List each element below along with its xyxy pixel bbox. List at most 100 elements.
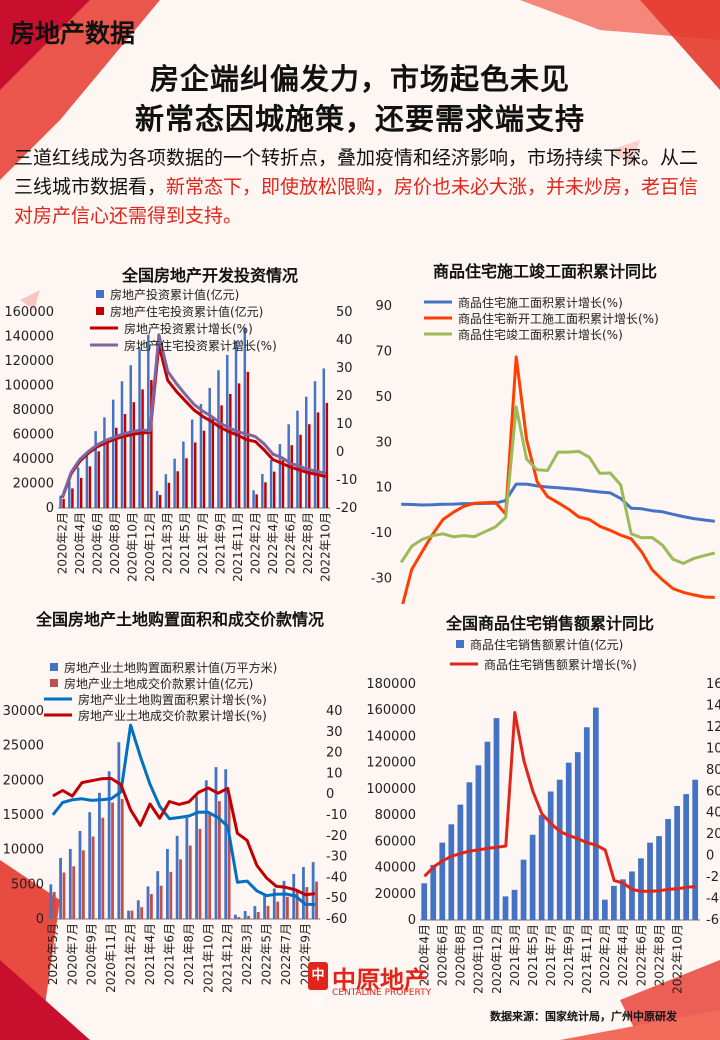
bar [198, 828, 202, 919]
y-tick-label: -30 [371, 572, 392, 587]
bar [296, 410, 299, 508]
bar [430, 864, 437, 920]
bar [529, 834, 536, 920]
bar [313, 381, 317, 508]
series-line [423, 711, 696, 893]
y2-tick-label: 10 [336, 417, 353, 432]
y2-tick-label: -20 [706, 870, 720, 885]
bar [129, 365, 132, 508]
x-tick-label: 2020年6月 [436, 924, 450, 986]
legend-label: 商品住宅竣工面积累计增长(%) [458, 327, 623, 342]
bar [308, 424, 311, 508]
bar [127, 910, 130, 919]
y-tick-label: 100000 [366, 782, 416, 797]
bar [295, 891, 299, 919]
y2-tick-label: -10 [336, 473, 357, 488]
x-tick-label: 2020年10月 [472, 924, 486, 994]
y-tick-label: 30 [375, 435, 392, 450]
bar [204, 780, 208, 919]
bar [247, 915, 250, 919]
x-tick-label: 2020年6月 [90, 512, 104, 574]
y-tick-label: 160000 [4, 305, 54, 320]
y-tick-label: 15000 [3, 808, 44, 823]
x-tick-label: 2021年7月 [544, 924, 558, 986]
bar [120, 381, 124, 508]
bar [79, 477, 83, 508]
bar [315, 881, 318, 919]
data-source: 数据来源：国家统计局，广州中原研发 [490, 1010, 677, 1023]
bar [111, 399, 115, 508]
bar [166, 848, 169, 919]
bar [638, 858, 644, 920]
x-tick-label: 2021年4月 [143, 923, 157, 985]
bar [155, 490, 159, 508]
bar [88, 466, 92, 508]
bar [502, 896, 509, 920]
y2-tick-label: 120 [706, 720, 720, 735]
bar [117, 742, 121, 919]
headline-line-1: 房企端纠偏发力，市场起色未见 [149, 62, 570, 96]
y2-tick-label: -50 [326, 891, 347, 906]
bar [421, 883, 428, 920]
series-line [401, 482, 715, 523]
bar [52, 891, 56, 919]
legend-label: 房地产投资累计值(亿元) [110, 287, 239, 302]
y2-tick-label: 60 [706, 784, 720, 799]
bar [147, 334, 150, 508]
bar [71, 488, 74, 508]
bar [218, 801, 221, 919]
bar [85, 451, 89, 508]
x-tick-label: 2021年5月 [178, 512, 192, 574]
legend-swatch [50, 663, 58, 671]
y2-tick-label: 20 [326, 746, 343, 761]
legend-label: 房地产业土地成交价款累计值(亿元) [64, 676, 253, 691]
series-line [399, 405, 716, 565]
x-tick-label: 2020年7月 [65, 923, 79, 985]
y-tick-label: 70 [375, 344, 392, 359]
legend-label: 房地产住宅投资累计值(亿元) [110, 304, 263, 319]
bar [583, 727, 590, 920]
bar [190, 419, 194, 508]
bar [475, 765, 482, 920]
bar [252, 490, 255, 508]
bar [439, 842, 446, 920]
x-tick-label: 2022年4月 [616, 924, 630, 986]
bar [286, 896, 289, 919]
legend-label: 商品住宅销售额累计增长(%) [484, 657, 637, 672]
x-tick-label: 2020年12月 [490, 924, 504, 994]
legend-label: 房地产业土地购置面积累计值(万平方米) [64, 660, 277, 675]
legend-label: 商品住宅新开工施工面积累计增长(%) [458, 311, 659, 326]
bar [493, 718, 500, 920]
bar [185, 458, 188, 508]
bar [629, 871, 635, 920]
bar [141, 389, 144, 508]
bar [68, 848, 72, 919]
y-tick-label: 20000 [3, 773, 44, 788]
logo-name: 中原地产 [332, 966, 428, 994]
chart3-title: 全国房地产土地购置面积和成交价款情况 [35, 610, 324, 629]
y-tick-label: 20000 [13, 477, 54, 492]
y-tick-label: 80000 [13, 403, 54, 418]
bar [62, 872, 66, 919]
bar [484, 741, 491, 920]
bar [158, 495, 162, 508]
bar [565, 762, 572, 920]
x-tick-label: 2021年12月 [221, 923, 235, 993]
bar [199, 404, 203, 508]
bar [98, 792, 101, 919]
y2-tick-label: 160 [706, 677, 720, 692]
y-tick-label: 40000 [375, 861, 416, 876]
bar [97, 451, 100, 508]
bar [176, 471, 179, 508]
bar [674, 805, 680, 920]
x-tick-label: 2022年3月 [240, 923, 254, 985]
bar [511, 889, 518, 920]
y2-tick-label: -40 [706, 892, 720, 907]
bar [146, 886, 150, 919]
bar [227, 795, 231, 919]
bar [101, 817, 105, 919]
intro-highlight: 新常态下，即使放松限购，房价也未必大涨，并未炒房，老百信对房产信心还需得到支持。 [14, 176, 699, 227]
bar [556, 779, 563, 920]
y2-tick-label: -40 [326, 870, 347, 885]
chart3-land: 0 5000 10000 15000 20000 25000 30000 -60 -50 -40 -… [3, 660, 348, 993]
